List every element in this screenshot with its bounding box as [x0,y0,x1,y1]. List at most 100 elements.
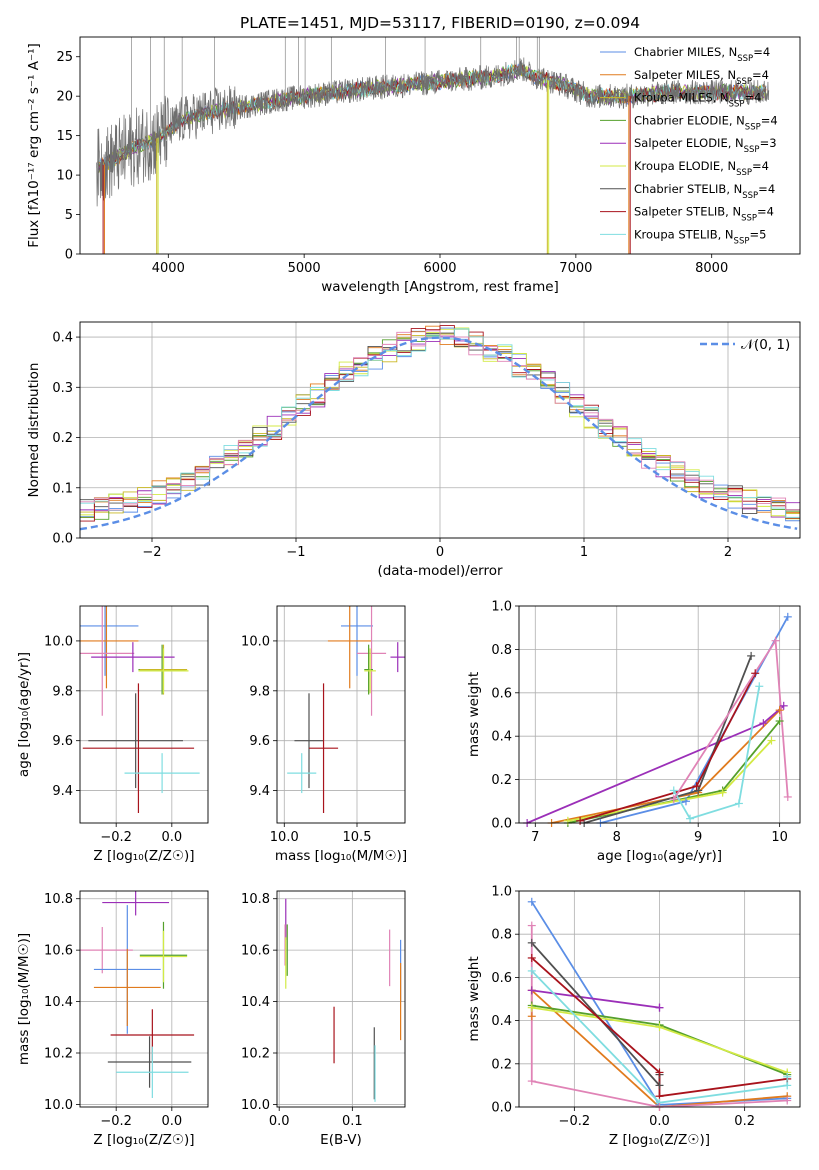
axes-frame [79,605,209,824]
y-axis-label: mass weight [466,672,482,757]
chart-age_vs_z: −0.2 0.0 9.4 9.6 9.8 10.0 Z [log₁₀(Z/Z☉)] age [… [16,605,209,864]
legend-label: Chabrier ELODIE, NSSP=4 [634,113,778,132]
legend-nssp-sub: SSP [744,145,760,155]
x-tick-label: −2 [142,545,161,560]
legend-nssp-sub: SSP [741,214,757,224]
x-tick-label: 10.5 [343,830,372,845]
y-tick-label: 15 [56,129,73,144]
legend-nssp-value: 5 [759,227,766,241]
plot-area [284,898,402,1102]
axes-frame [518,890,801,1108]
legend-nssp-sub: SSP [737,54,753,64]
chart-spectrum: 4000 5000 6000 7000 8000 0 5 10 15 20 25 wavelength… [26,14,801,295]
axes-frame [79,890,209,1108]
y-tick-label: 25 [56,50,73,65]
legend-label: Kroupa STELIB, NSSP=5 [634,227,766,246]
x-tick-label: 10 [771,830,788,845]
plot-area [287,606,405,814]
chart-mass_vs_z: −0.2 0.0 10.0 10.2 10.4 10.6 10.8 Z [log₁₀(Z/Z☉… [16,890,209,1148]
plot-area [80,325,800,531]
normal-curve [80,336,798,531]
y-tick-label: 0.8 [491,643,512,658]
legend-label: Salpeter ELODIE, NSSP=3 [634,136,777,155]
legend-label: Kroupa MILES, NSSP=4 [634,91,761,110]
legend-nssp-value: 4 [770,113,777,127]
x-tick-label: 7000 [559,261,592,276]
y-tick-label: 0.0 [491,1101,512,1116]
y-tick-label: 9.8 [52,684,73,699]
chart-weight_vs_z: −0.2 0.0 0.2 0.0 0.2 0.4 0.6 0.8 1.0 Z [log₁₀(Z/Z… [466,885,801,1148]
y-tick-label: 10.0 [44,1098,73,1113]
y-tick-label: 0.6 [491,971,512,986]
y-axis-label: Normed distribution [26,363,42,498]
y-tick-label: 10.2 [241,1047,270,1062]
x-tick-label: −0.2 [559,1114,591,1129]
legend-series-name: Salpeter STELIB [634,205,725,219]
y-axis-label: Flux [fλ10⁻¹⁷ erg cm⁻² s⁻¹ A⁻¹] [26,43,42,248]
legend-nssp-eq: = [758,182,768,196]
x-tick-label: 4000 [152,261,185,276]
chart-residuals: −2 −1 0 1 2 0.0 0.1 0.2 0.3 0.4 (data-model)/error… [26,321,801,579]
x-axis-label: Z [log₁₀(Z/Z☉)] [93,848,194,864]
chart-mass_vs_ebv: 0.0 0.1 10.0 10.2 10.4 10.6 10.8 E(B-V) [241,890,406,1148]
x-axis-label: E(B-V) [320,1132,362,1148]
data-spectrum [95,57,770,207]
y-tick-label: 10.0 [44,634,73,649]
y-tick-label: 10.8 [44,892,73,907]
x-axis-label: age [log₁₀(age/yr)] [597,848,722,864]
legend-nssp-sub: SSP [736,77,752,87]
x-tick-label: −1 [286,545,305,560]
legend-series-name: Kroupa STELIB [634,227,718,241]
legend-nssp-value: 4 [763,45,770,59]
x-axis-label: mass [log₁₀(M/M☉)] [275,848,407,864]
y-tick-label: 9.4 [52,784,73,799]
legend-series-name: Kroupa ELODIE [634,159,720,173]
legend-label: Salpeter MILES, NSSP=4 [634,68,769,87]
chart-weight_vs_age: 7 8 9 10 0.0 0.2 0.4 0.6 0.8 1.0 age [log₁₀(age/yr… [466,600,801,864]
legend-nssp-prefix: , N [718,227,734,241]
legend-label: 𝒩(0, 1) [741,337,790,353]
plot-area [80,606,200,814]
y-tick-label: 1.0 [491,885,512,900]
y-tick-label: 5 [65,208,73,223]
legend-nssp-eq: = [757,205,767,219]
legend-nssp-value: 4 [767,205,774,219]
legend-nssp-sub: SSP [734,236,750,246]
y-tick-label: 0.1 [52,481,73,496]
x-tick-label: 8000 [695,261,728,276]
legend-nssp-eq: = [761,113,771,127]
y-tick-label: 10.0 [241,1098,270,1113]
legend-nssp-eq: = [752,159,762,173]
x-axis-label: wavelength [Angstrom, rest frame] [321,279,559,295]
plot-area [526,616,789,823]
y-tick-label: 0.0 [52,532,73,547]
weight-line [567,739,773,822]
legend-nssp-value: 4 [762,68,769,82]
legend-nssp-eq: = [753,45,763,59]
legend-nssp-value: 4 [754,91,761,105]
x-tick-label: 8 [613,830,621,845]
legend-nssp-prefix: , N [713,91,729,105]
legend-nssp-prefix: , N [721,45,737,59]
legend-label: Chabrier MILES, NSSP=4 [634,45,770,64]
weight-line [531,989,660,1009]
histogram-series [80,330,800,511]
y-tick-label: 10.6 [44,944,73,959]
x-tick-label: 9 [694,830,702,845]
x-tick-label: −0.2 [100,1114,132,1129]
y-tick-label: 10.2 [44,1047,73,1062]
axes-frame [518,605,801,824]
x-tick-label: 0.2 [734,1114,755,1129]
axes-frame [79,36,801,255]
legend-nssp-sub: SSP [745,122,761,132]
legend-nssp-value: 4 [762,159,769,173]
y-tick-label: 0.2 [491,1057,512,1072]
x-tick-label: 6000 [423,261,456,276]
legend-label: Kroupa ELODIE, NSSP=4 [634,159,769,178]
y-tick-label: 0 [65,248,73,263]
y-tick-label: 0.0 [491,817,512,832]
y-tick-label: 9.4 [249,784,270,799]
legend-nssp-value: 3 [769,136,776,150]
plot-area [80,891,195,1098]
